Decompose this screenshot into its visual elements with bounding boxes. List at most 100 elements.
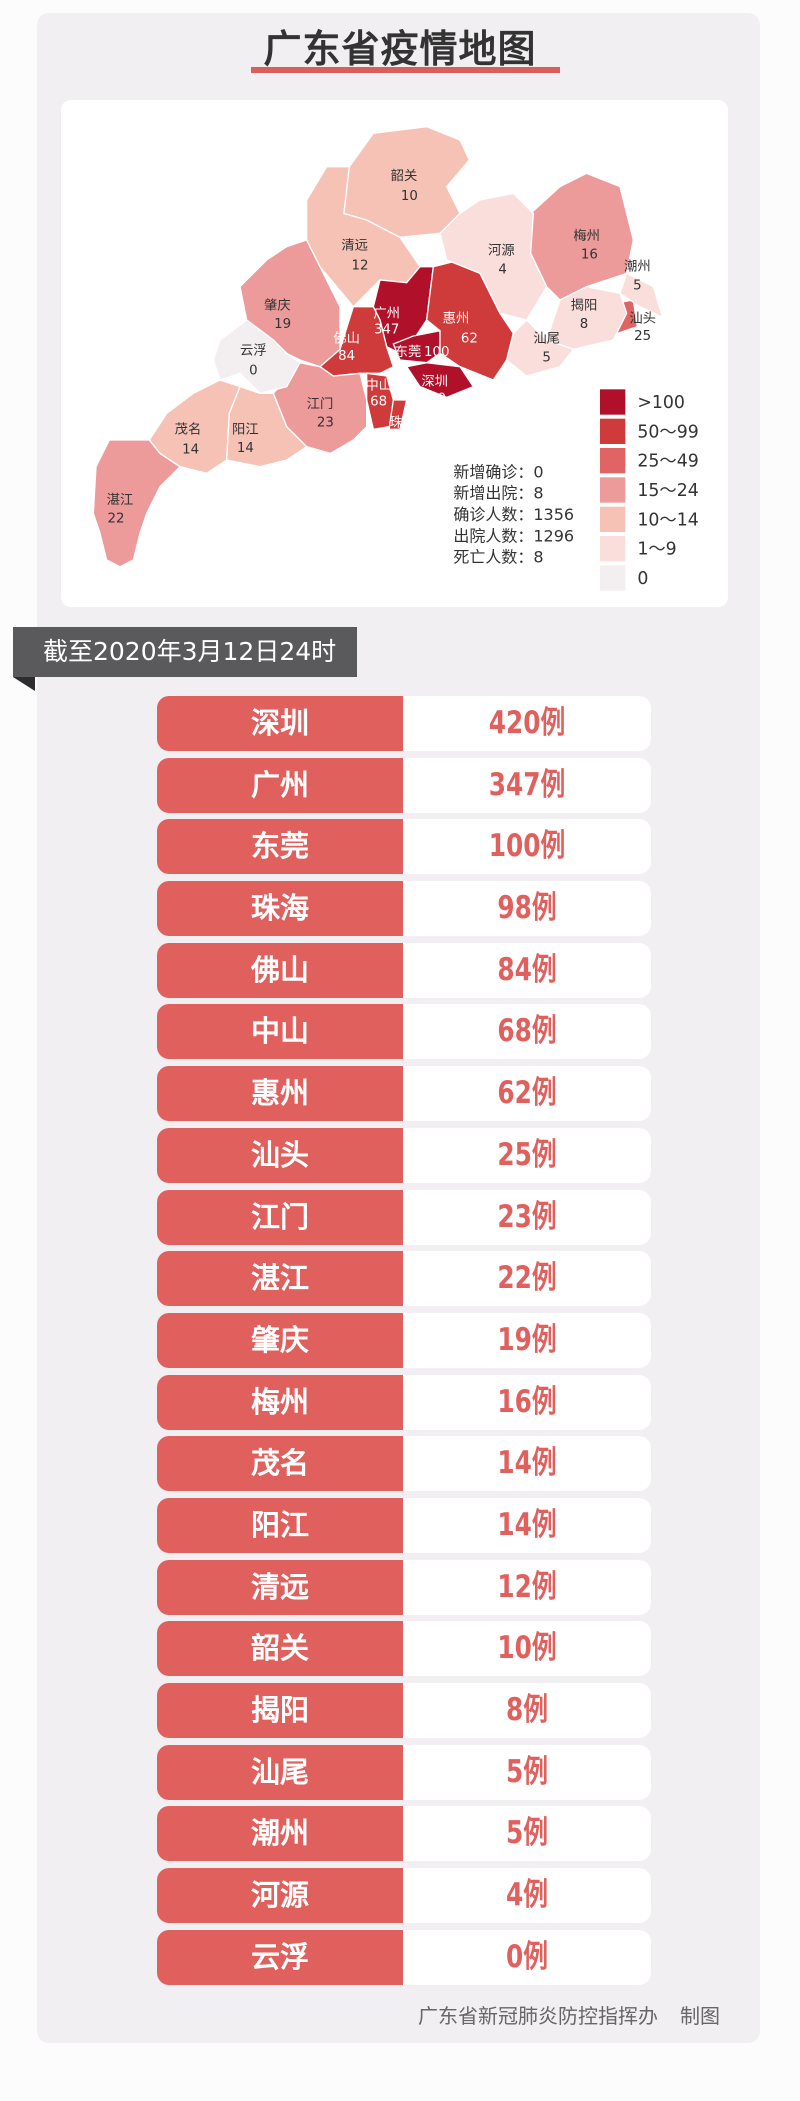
city-name: 汕尾: [157, 1744, 403, 1800]
city-name: 广州: [157, 757, 403, 813]
legend-label: 10～14: [637, 510, 698, 530]
case-row: 潮州 5例: [157, 1806, 651, 1862]
case-row: 珠海 98例: [157, 881, 651, 937]
city-name: 肇庆: [157, 1312, 403, 1368]
region-18: [619, 272, 664, 319]
region-label: 广州: [373, 305, 400, 321]
region-count: 10: [401, 189, 418, 204]
case-count: 4例: [505, 1877, 549, 1914]
legend-swatch: [600, 418, 626, 444]
region-label: 惠州: [443, 311, 470, 327]
city-name: 揭阳: [157, 1683, 403, 1738]
region-count: 8: [580, 317, 588, 332]
case-row: 江门 23例: [157, 1189, 651, 1245]
region-count: 5: [542, 350, 550, 365]
region-15: [343, 125, 471, 239]
legend-swatch: [600, 565, 626, 591]
region-13: [225, 385, 308, 468]
stat-line: 出院人数：1296: [453, 526, 574, 545]
legend-label: >100: [637, 393, 685, 413]
case-count: 347例: [488, 766, 566, 803]
region-label: 茂名: [175, 421, 202, 437]
region-20: [212, 319, 301, 395]
case-count: 100例: [488, 828, 566, 865]
region-label: 韶关: [391, 168, 418, 184]
case-count: 12例: [497, 1568, 557, 1605]
case-row: 汕尾 5例: [157, 1744, 651, 1800]
case-row: 汕头 25例: [157, 1127, 651, 1183]
region-count: 23: [317, 416, 334, 431]
case-count: 19例: [497, 1321, 557, 1358]
case-count: 14例: [497, 1445, 557, 1482]
case-count: 8例: [505, 1692, 549, 1728]
legend-swatch: [600, 536, 626, 562]
case-count: 25例: [497, 1136, 557, 1173]
city-name: 梅州: [157, 1374, 403, 1430]
page-title: 广东省疫情地图: [263, 27, 537, 71]
region-count: 98: [394, 436, 411, 451]
case-count: 16例: [497, 1383, 557, 1420]
region-count: 100: [424, 345, 449, 360]
region-label: 汕头: [629, 311, 656, 327]
region-count: 68: [370, 394, 387, 409]
region-label: 汕尾: [533, 331, 560, 347]
footer-credit: 广东省新冠肺炎防控指挥办 制图: [418, 2000, 720, 2029]
case-count: 68例: [497, 1013, 557, 1050]
legend-label: 0: [637, 569, 648, 589]
case-row: 韶关 10例: [157, 1621, 651, 1677]
city-name: 汕头: [157, 1127, 403, 1183]
region-count: 25: [634, 329, 651, 344]
region-17: [505, 319, 575, 377]
city-name: 茂名: [157, 1436, 403, 1492]
city-name: 潮州: [157, 1806, 403, 1862]
case-row: 惠州 62例: [157, 1066, 651, 1122]
banner-fold: [13, 677, 35, 691]
case-row: 云浮 0例: [157, 1929, 651, 1985]
region-count: 16: [581, 248, 598, 263]
region-label: 珠海: [389, 415, 416, 431]
region-label: 东莞: [395, 344, 422, 360]
region-label: 佛山: [333, 331, 360, 347]
case-count: 10例: [497, 1630, 557, 1667]
region-count: 84: [338, 349, 355, 364]
legend-label: 15～24: [637, 481, 698, 501]
city-name: 珠海: [157, 881, 403, 937]
city-name: 中山: [157, 1004, 403, 1060]
stat-line: 新增确诊：0: [453, 462, 543, 481]
case-row: 揭阳 8例: [157, 1683, 651, 1738]
city-name: 韶关: [157, 1621, 403, 1677]
region-count: 62: [461, 332, 478, 347]
region-label: 肇庆: [264, 297, 291, 313]
stat-line: 新增出院：8: [453, 484, 543, 503]
case-count: 62例: [497, 1075, 557, 1112]
city-name: 东莞: [157, 819, 403, 875]
city-name: 惠州: [157, 1066, 403, 1122]
case-row: 深圳 420例: [157, 696, 651, 751]
footer-suffix: 制图: [680, 2004, 720, 2028]
stat-line: 死亡人数：8: [453, 548, 543, 567]
case-count: 98例: [497, 890, 557, 927]
case-count: 5例: [505, 1815, 549, 1852]
city-name: 清远: [157, 1559, 403, 1615]
region-label: 河源: [488, 243, 515, 259]
region-count: 14: [237, 441, 254, 456]
region-label: 梅州: [573, 228, 600, 244]
region-count: 12: [352, 258, 369, 273]
case-row: 清远 12例: [157, 1559, 651, 1615]
region-label: 阳江: [232, 421, 259, 437]
city-name: 湛江: [157, 1251, 403, 1307]
region-count: 420: [421, 392, 446, 407]
date-banner: 截至2020年3月12日24时: [13, 627, 357, 677]
region-count: 4: [498, 262, 506, 277]
case-row: 茂名 14例: [157, 1436, 651, 1492]
region-label: 清远: [341, 237, 368, 253]
legend-swatch: [600, 389, 626, 415]
case-list: 深圳 420例 广州 347例 东莞 100例 珠海 98例 佛山 84例 中山 68例 惠州 62例 汕头…: [157, 696, 651, 1991]
case-row: 东莞 100例: [157, 819, 651, 875]
footer-source: 广东省新冠肺炎防控指挥办: [418, 2004, 658, 2028]
region-count: 22: [108, 512, 125, 527]
case-count: 23例: [497, 1198, 557, 1235]
stat-line: 确诊人数：1356: [453, 505, 574, 524]
case-count: 14例: [497, 1506, 557, 1543]
